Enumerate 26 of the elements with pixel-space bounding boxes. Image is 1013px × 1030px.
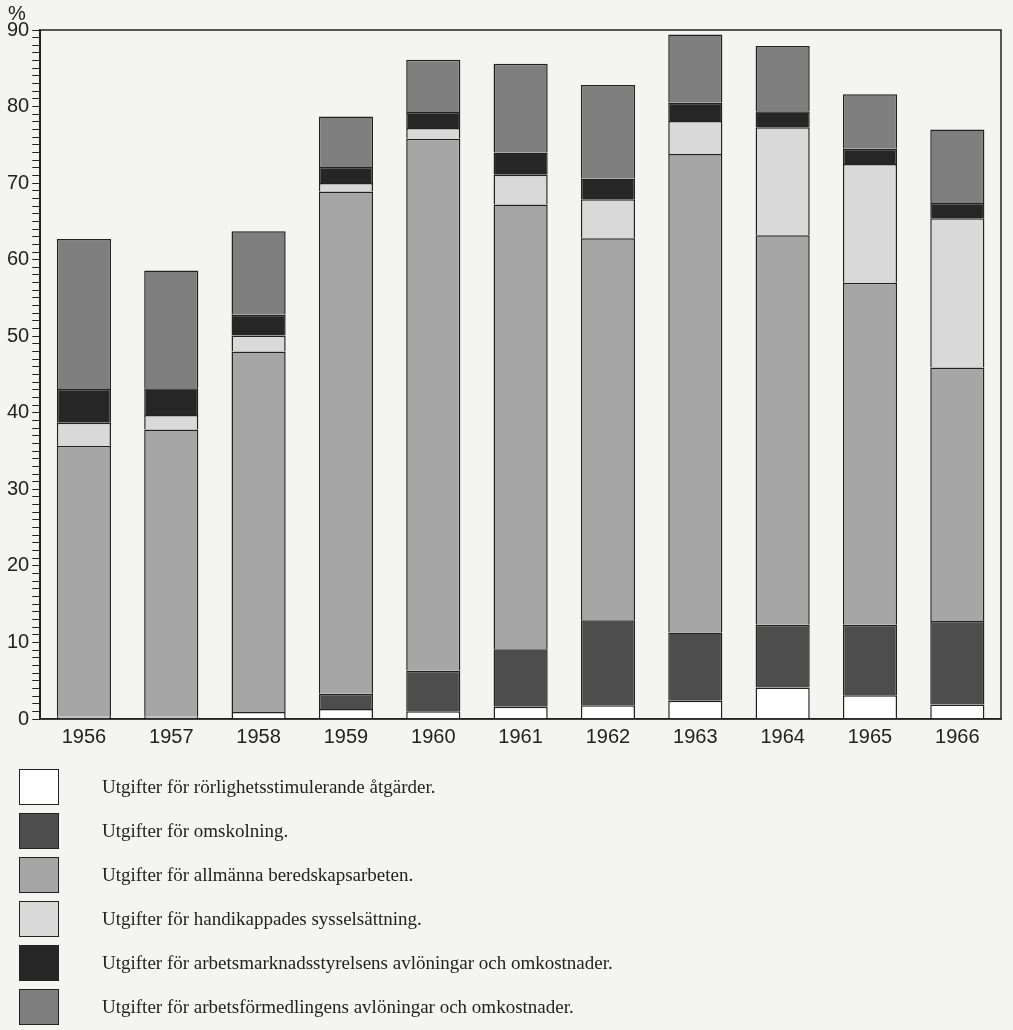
x-tick-label: 1958 (236, 724, 281, 747)
y-tick-label: 10 (7, 629, 30, 652)
x-tick-label: 1960 (411, 724, 456, 747)
legend-label: Utgifter för handikappades sysselsättning. (102, 908, 422, 930)
legend-label: Utgifter för arbetsförmedlingens avlöningar och omkostnader. (102, 996, 574, 1018)
x-tick-label: 1963 (673, 724, 718, 747)
y-tick-label: 50 (7, 323, 30, 346)
x-tick-label: 1961 (498, 724, 543, 747)
x-tick-label: 1957 (149, 724, 194, 747)
y-tick-label: 30 (7, 476, 30, 499)
legend-label: Utgifter för arbetsmarknadsstyrelsens avlöningar och omkostnader. (102, 952, 613, 974)
legend-label: Utgifter för allmänna beredskapsarbeten. (102, 864, 414, 886)
y-tick-label: 20 (7, 553, 30, 576)
y-tick-label: 0 (18, 706, 30, 729)
legend-label: Utgifter för rörlighetsstimulerande åtgärder. (102, 776, 436, 798)
x-tick-label: 1962 (585, 724, 631, 747)
y-tick-label: 60 (7, 247, 30, 270)
x-tick-label: 1965 (847, 724, 893, 747)
x-tick-label: 1959 (323, 724, 369, 747)
x-tick-label: 1964 (760, 724, 805, 747)
y-tick-label: 80 (7, 94, 30, 117)
y-tick-label: 40 (7, 400, 30, 423)
x-tick-label: 1966 (935, 724, 980, 747)
y-tick-label: 70 (7, 170, 30, 193)
x-tick-label: 1956 (61, 724, 107, 747)
legend-label: Utgifter för omskolning. (102, 820, 289, 842)
